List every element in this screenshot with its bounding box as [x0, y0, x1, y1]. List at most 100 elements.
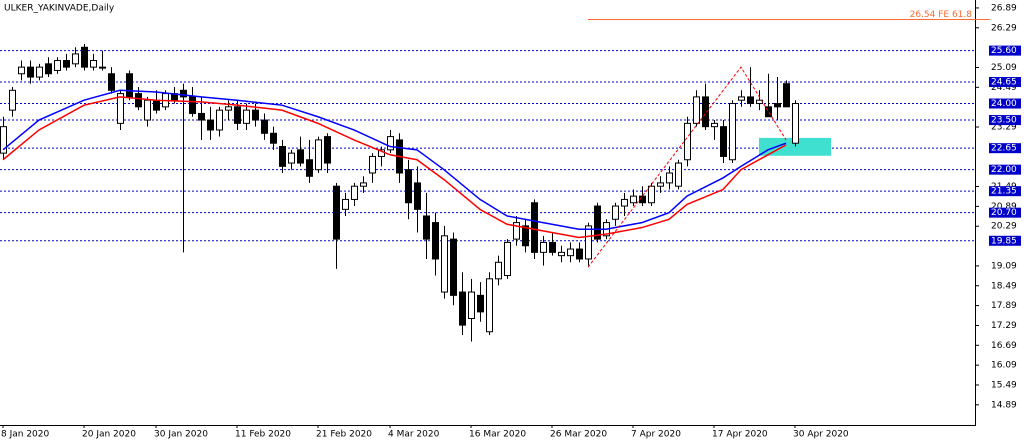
candle-body: [297, 149, 304, 164]
candle-body: [738, 96, 745, 101]
candle-body: [243, 109, 250, 124]
candle-body: [729, 103, 736, 161]
candle-body: [522, 225, 529, 247]
candle-body: [63, 60, 70, 68]
candle-body: [315, 139, 322, 171]
candle-body: [540, 241, 547, 253]
y-tick-label: 23.29: [991, 123, 1017, 133]
candle-body: [198, 112, 205, 121]
x-tick-label: 21 Feb 2020: [316, 430, 372, 440]
candle-body: [666, 172, 673, 184]
y-tick-label: 19.09: [991, 261, 1017, 271]
candle-body: [486, 278, 493, 333]
candle-body: [450, 238, 457, 296]
zone: [759, 137, 831, 156]
candle-body: [531, 202, 538, 253]
candle-body: [495, 261, 502, 280]
candle-body: [612, 205, 619, 220]
candle-body: [9, 89, 16, 111]
level-label-bg: [989, 186, 1021, 197]
x-tick-label: 30 Apr 2020: [793, 430, 849, 440]
candle-body: [513, 222, 520, 240]
level-label-bg: [989, 98, 1021, 109]
candle-body: [504, 241, 511, 277]
candle-body: [324, 136, 331, 164]
level-label: 20.70: [991, 208, 1017, 218]
candle-body: [405, 169, 412, 204]
candle-body: [135, 93, 142, 108]
x-tick-label: 17 Apr 2020: [712, 430, 768, 440]
level-label-bg: [989, 45, 1021, 56]
x-tick-label: 8 Jan 2020: [1, 430, 49, 440]
candle-body: [225, 106, 232, 111]
candle-body: [189, 96, 196, 114]
level-label-bg: [989, 235, 1021, 246]
chart-title: ULKER_YAKINVADE,Daily: [4, 4, 115, 14]
candle-body: [675, 162, 682, 187]
candle-body: [99, 66, 106, 69]
candle-body: [270, 132, 277, 144]
candle-body: [252, 109, 259, 121]
candle-body: [477, 294, 484, 313]
y-tick-label: 14.89: [991, 400, 1017, 410]
y-tick-label: 16.09: [991, 361, 1017, 371]
candle-body: [45, 63, 52, 75]
candle-body: [288, 152, 295, 164]
candle-body: [720, 126, 727, 157]
x-tick-label: 7 Apr 2020: [631, 430, 681, 440]
y-tick-label: 17.89: [991, 301, 1017, 311]
candle-body: [342, 198, 349, 210]
y-tick-label: 20.89: [991, 202, 1017, 212]
candle-body: [333, 185, 340, 240]
candle-body: [621, 198, 628, 207]
candle-body: [0, 126, 7, 154]
candle-body: [180, 89, 187, 98]
level-label: 19.85: [991, 236, 1017, 246]
candle-body: [279, 146, 286, 167]
candle-body: [369, 155, 376, 174]
candle-body: [783, 83, 790, 108]
y-tick-label: 25.09: [991, 63, 1017, 73]
candle-body: [234, 106, 241, 124]
fib-label: 26.54 FE 61.8: [910, 10, 973, 20]
y-tick-label: 20.29: [991, 222, 1017, 232]
level-label: 25.60: [991, 46, 1017, 56]
candle-body: [72, 53, 79, 65]
level-label: 22.00: [991, 165, 1017, 175]
candle-body: [261, 119, 268, 134]
candle-body: [207, 119, 214, 131]
level-label: 21.35: [991, 187, 1017, 197]
candle-body: [153, 99, 160, 111]
candle-body: [36, 66, 43, 78]
x-tick-label: 16 Mar 2020: [469, 430, 526, 440]
candle-body: [387, 136, 394, 151]
level-label-bg: [989, 164, 1021, 175]
candle-body: [576, 248, 583, 260]
ma-line: [2, 96, 787, 239]
candle-body: [630, 195, 637, 204]
y-tick-label: 17.29: [991, 321, 1017, 331]
candle-body: [648, 185, 655, 204]
candle-body: [108, 73, 115, 91]
level-label-bg: [989, 77, 1021, 88]
candle-body: [792, 103, 799, 144]
candle-body: [468, 291, 475, 320]
y-tick-label: 26.89: [991, 3, 1017, 13]
y-tick-label: 16.69: [991, 341, 1017, 351]
candle-body: [585, 225, 592, 260]
candle-body: [774, 103, 781, 108]
candle-body: [432, 222, 439, 260]
candle-body: [351, 185, 358, 200]
candle-body: [81, 46, 88, 68]
candle-body: [27, 66, 34, 78]
candle-body: [54, 60, 61, 71]
candle-body: [711, 122, 718, 128]
level-label: 24.00: [991, 99, 1017, 109]
candle-body: [126, 73, 133, 98]
level-label: 23.50: [991, 116, 1017, 126]
candle-body: [684, 122, 691, 161]
x-tick-label: 11 Feb 2020: [235, 430, 291, 440]
x-tick-label: 4 Mar 2020: [388, 430, 440, 440]
candle-body: [558, 251, 565, 257]
